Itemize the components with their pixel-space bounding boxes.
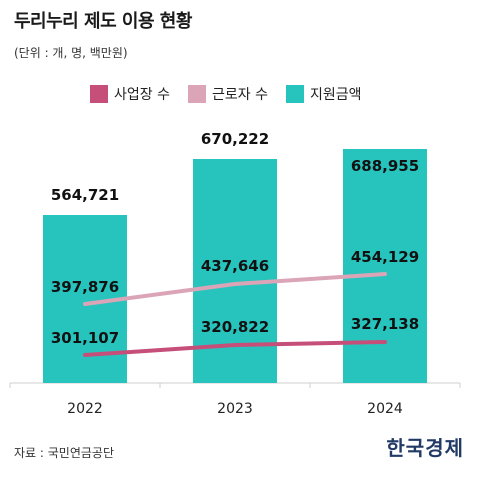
data-label-subsidy-2024: 688,955 (351, 157, 419, 175)
line-business (83, 340, 387, 357)
data-label-business-2023: 320,822 (201, 318, 269, 336)
chart-title: 두리누리 제도 이용 현황 (14, 11, 192, 32)
data-label-subsidy-2022: 564,721 (51, 186, 119, 204)
line-workers (83, 272, 387, 306)
data-label-workers-2022: 397,876 (51, 278, 119, 296)
legend-label-workers: 근로자 수 (211, 87, 268, 103)
x-tick-label-2024: 2024 (367, 401, 403, 417)
legend-label-business: 사업장 수 (114, 87, 170, 103)
x-tick-label-2023: 2023 (217, 401, 253, 417)
legend-item-workers: 근로자 수 (187, 84, 268, 104)
unit-note: (단위 : 개, 명, 백만원) (14, 46, 128, 60)
bar-subsidy-2024 (343, 149, 427, 383)
publisher-logo: 한국경제 (386, 436, 464, 460)
legend: 사업장 수 근로자 수 지원금액 (90, 84, 362, 104)
data-label-subsidy-2023: 670,222 (201, 130, 269, 148)
legend-swatch-workers (187, 85, 206, 103)
source-note: 자료 : 국민연금공단 (14, 446, 114, 460)
data-label-business-2024: 327,138 (351, 315, 419, 333)
legend-swatch-business (90, 85, 108, 103)
legend-item-business: 사업장 수 (90, 84, 170, 104)
data-label-business-2022: 301,107 (51, 329, 119, 347)
x-tick-label-2022: 2022 (67, 401, 103, 417)
legend-swatch-subsidy (285, 85, 304, 103)
legend-label-subsidy: 지원금액 (309, 87, 362, 103)
data-label-workers-2024: 454,129 (351, 248, 419, 266)
data-label-workers-2023: 437,646 (201, 257, 269, 275)
legend-item-subsidy: 지원금액 (285, 84, 362, 104)
